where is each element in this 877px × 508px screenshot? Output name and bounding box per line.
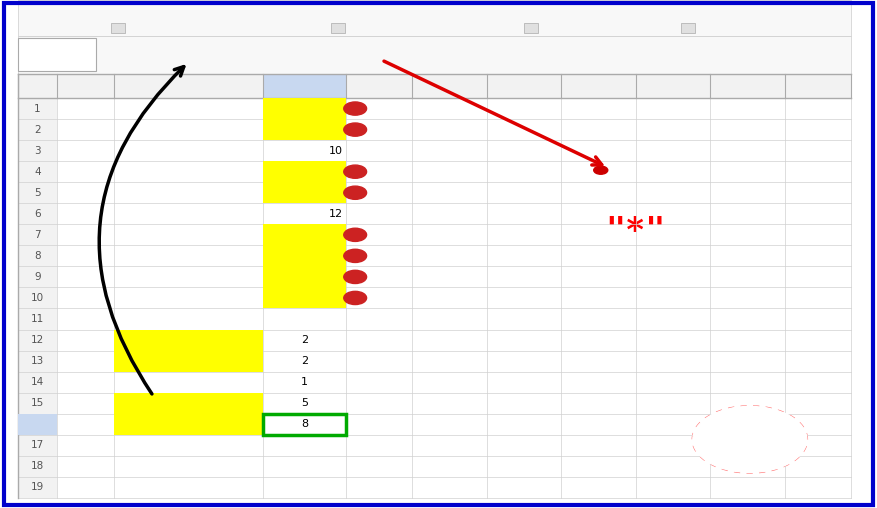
Text: COUNTIF ( * ):: COUNTIF ( * ): [118,419,199,429]
Text: 12: 12 [329,209,343,219]
Text: 1: 1 [302,377,308,387]
Text: 15: 15 [31,398,44,408]
Text: 5: 5 [352,230,359,240]
Text: H: H [669,81,677,91]
Text: 9: 9 [34,272,40,282]
Text: B: B [185,81,192,91]
Text: Alignment: Alignment [404,13,455,23]
Text: C: C [301,81,309,91]
Text: G: G [595,81,602,91]
Text: F: F [521,81,527,91]
Text: Buku1: Buku1 [267,167,303,177]
Text: A: A [762,450,771,460]
Text: fx: fx [141,48,153,61]
Text: BUKU: BUKU [267,293,299,303]
Text: M: M [731,412,769,450]
Text: C16: C16 [45,48,69,61]
Text: 2: 2 [301,335,309,345]
Text: U: U [728,450,737,460]
Text: 5: 5 [302,398,308,408]
Text: 4: 4 [352,188,359,198]
Text: 3: 3 [352,167,359,177]
Text: 1: 1 [352,104,359,114]
Text: Clipboard: Clipboard [55,13,103,23]
Text: Fx: Fx [526,25,535,31]
Text: =COUNTIF(C1:C10,"*"): =COUNTIF(C1:C10,"*") [171,48,331,61]
Text: Buku2: Buku2 [267,188,303,198]
Text: 6: 6 [34,209,40,219]
Text: 10: 10 [329,146,343,155]
Text: 19: 19 [31,482,44,492]
Text: N: N [751,450,759,460]
Text: 14: 14 [31,377,44,387]
Text: "*": "*" [606,215,666,247]
Text: COUNTIF ( Teks + * ):: COUNTIF ( Teks + * ): [118,398,241,408]
Text: 16: 16 [30,419,45,429]
Text: 3: 3 [34,146,40,155]
Text: 13: 13 [31,356,44,366]
Text: 12: 12 [31,335,44,345]
Text: 1: 1 [34,104,40,114]
Text: Fx: Fx [684,25,693,31]
Text: 6: 6 [352,251,359,261]
Text: ✕: ✕ [104,48,115,61]
Text: COUNTIF (TEKS MURNI):: COUNTIF (TEKS MURNI): [118,335,260,345]
Text: 17: 17 [31,440,44,450]
Text: J: J [816,81,819,91]
Text: Number: Number [603,13,642,23]
Text: 2: 2 [352,124,359,135]
Text: Pena dan Buku: Pena dan Buku [267,272,355,282]
Text: 11: 11 [31,314,44,324]
Text: 2: 2 [34,124,40,135]
Text: Buku Tulis: Buku Tulis [267,230,327,240]
Text: 18: 18 [31,461,44,471]
Text: J: J [719,450,723,460]
Text: Formatting: Formatting [765,8,814,17]
Text: ✓: ✓ [125,48,135,61]
Text: 4: 4 [34,167,40,177]
Text: Fx: Fx [333,25,342,31]
Text: 5: 5 [34,188,40,198]
Text: 8: 8 [34,251,40,261]
Text: Buku: Buku [267,104,296,114]
Text: 8: 8 [301,419,309,429]
Text: COUNTIF (TEKS + ?):: COUNTIF (TEKS + ?): [118,356,239,366]
Text: Buku+: Buku+ [267,251,305,261]
Text: A: A [82,81,89,91]
Text: E: E [446,81,453,91]
Text: Font: Font [217,13,239,23]
Text: L: L [774,450,781,460]
Text: I: I [746,81,749,91]
Text: Pena: Pena [267,124,296,135]
Text: ▼: ▼ [88,50,95,59]
Text: Fx: Fx [114,25,123,31]
Text: 8: 8 [352,293,359,303]
Text: 7: 7 [352,272,359,282]
Text: 10: 10 [31,293,44,303]
Text: 2: 2 [301,356,309,366]
Text: 7: 7 [34,230,40,240]
Text: R: R [739,450,748,460]
Text: D: D [375,81,383,91]
